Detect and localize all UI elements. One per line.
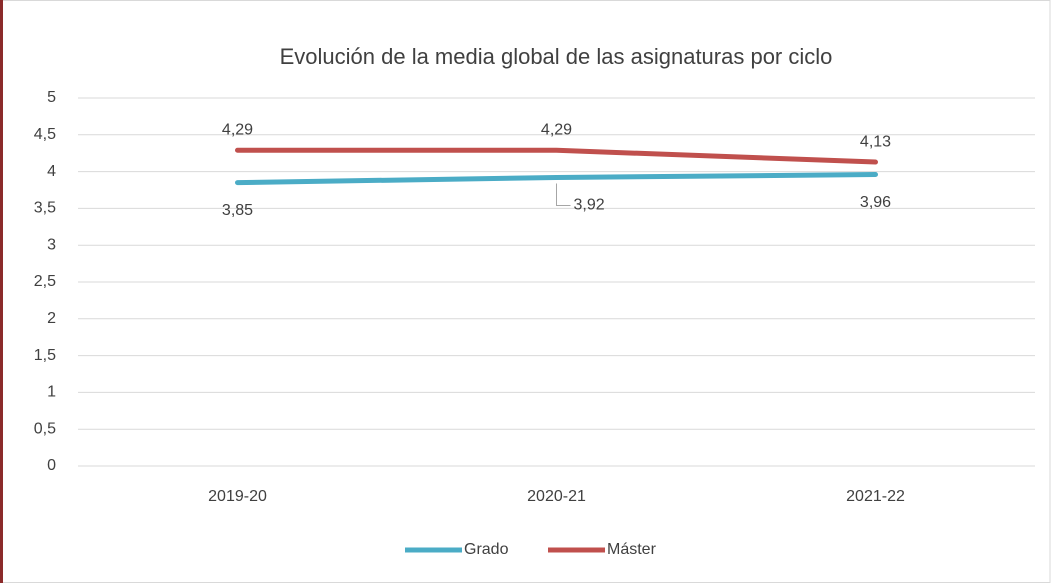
y-tick-label: 5 [47, 89, 56, 106]
y-tick-label: 3,5 [34, 200, 56, 217]
x-tick-label: 2019-20 [208, 488, 267, 505]
chart-title: Evolución de la media global de las asig… [280, 44, 833, 69]
series-line [235, 147, 878, 165]
data-label: 3,92 [574, 197, 605, 214]
data-label: 4,13 [860, 133, 891, 150]
y-tick-label: 3 [47, 236, 56, 253]
y-tick-label: 2 [47, 310, 56, 327]
y-tick-label: 4,5 [34, 126, 56, 143]
x-tick-label: 2020-21 [527, 488, 586, 505]
y-tick-label: 0,5 [34, 420, 56, 437]
y-tick-label: 1,5 [34, 347, 56, 364]
y-tick-label: 2,5 [34, 273, 56, 290]
data-label: 3,96 [860, 194, 891, 211]
data-label: 4,29 [541, 121, 572, 138]
legend-label: Máster [607, 541, 657, 558]
label-leader [556, 183, 571, 206]
y-tick-label: 0 [47, 457, 56, 474]
data-label: 3,85 [222, 202, 253, 219]
y-tick-label: 1 [47, 384, 56, 401]
x-tick-label: 2021-22 [846, 488, 905, 505]
y-tick-label: 4 [47, 163, 56, 180]
legend-label: Grado [464, 541, 509, 558]
series-line [235, 172, 878, 186]
data-label: 4,29 [222, 121, 253, 138]
